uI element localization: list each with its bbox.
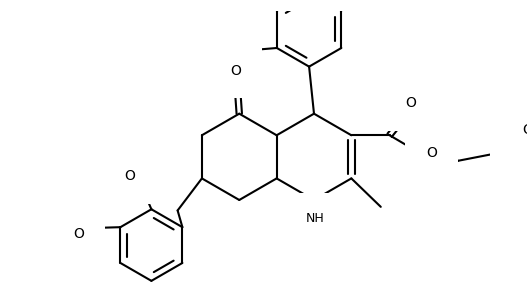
Text: O: O — [124, 169, 135, 183]
Text: O: O — [522, 123, 527, 137]
Text: NH: NH — [306, 212, 324, 225]
Text: O: O — [73, 227, 84, 241]
Text: O: O — [230, 64, 241, 78]
Text: O: O — [426, 146, 437, 160]
Text: O: O — [405, 97, 416, 110]
